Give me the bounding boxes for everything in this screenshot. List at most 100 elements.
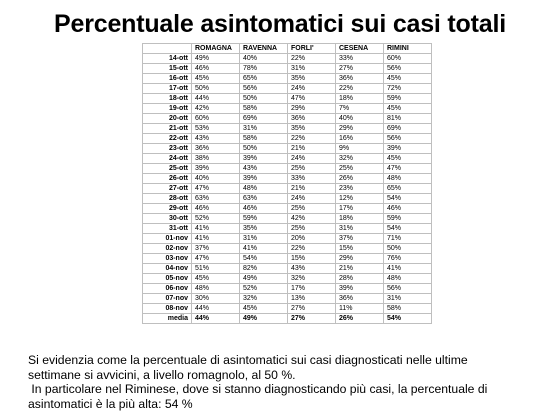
table-row: 21-ott 53% 31% 35% 29% 69%	[142, 123, 432, 134]
value-cell: 20%	[287, 233, 336, 244]
value-cell: 31%	[287, 63, 336, 74]
value-cell: 53%	[191, 123, 240, 134]
value-cell: 31%	[239, 123, 288, 134]
value-cell: 36%	[191, 143, 240, 154]
page-title: Percentuale asintomatici sui casi totali	[54, 10, 506, 38]
table-body: 14-ott 49% 40% 22% 33% 60% 15-ott 46% 78% 31% 27% 5…	[142, 53, 432, 324]
table-row: 17-ott 50% 56% 24% 22% 72%	[142, 83, 432, 94]
value-cell: 42%	[287, 213, 336, 224]
value-cell: 56%	[239, 83, 288, 94]
value-cell: 60%	[383, 53, 432, 64]
average-value-cell: 27%	[287, 313, 336, 324]
value-cell: 25%	[335, 163, 384, 174]
value-cell: 76%	[383, 253, 432, 264]
value-cell: 56%	[383, 283, 432, 294]
value-cell: 42%	[191, 103, 240, 114]
column-header: RIMINI	[383, 43, 432, 54]
value-cell: 48%	[383, 273, 432, 284]
table-row: 27-ott 47% 48% 21% 23% 65%	[142, 183, 432, 194]
date-cell: 31-ott	[142, 223, 192, 234]
value-cell: 78%	[239, 63, 288, 74]
value-cell: 16%	[335, 133, 384, 144]
table-row: 29-ott 46% 46% 25% 17% 46%	[142, 203, 432, 214]
table-row: 22-ott 43% 58% 22% 16% 56%	[142, 133, 432, 144]
value-cell: 29%	[335, 123, 384, 134]
value-cell: 21%	[335, 263, 384, 274]
table-row: 18-ott 44% 50% 47% 18% 59%	[142, 93, 432, 104]
value-cell: 28%	[335, 273, 384, 284]
value-cell: 60%	[191, 113, 240, 124]
value-cell: 54%	[383, 193, 432, 204]
value-cell: 48%	[383, 173, 432, 184]
value-cell: 47%	[383, 163, 432, 174]
value-cell: 54%	[239, 253, 288, 264]
value-cell: 54%	[383, 223, 432, 234]
table-row: 14-ott 49% 40% 22% 33% 60%	[142, 53, 432, 64]
date-cell: 15-ott	[142, 63, 192, 74]
value-cell: 59%	[383, 93, 432, 104]
value-cell: 48%	[239, 183, 288, 194]
value-cell: 45%	[191, 73, 240, 84]
date-cell: 23-ott	[142, 143, 192, 154]
date-cell: 25-ott	[142, 163, 192, 174]
table-row: 28-ott 63% 63% 24% 12% 54%	[142, 193, 432, 204]
value-cell: 52%	[239, 283, 288, 294]
table-row: 15-ott 46% 78% 31% 27% 56%	[142, 63, 432, 74]
value-cell: 26%	[335, 173, 384, 184]
value-cell: 32%	[287, 273, 336, 284]
value-cell: 46%	[239, 203, 288, 214]
value-cell: 47%	[287, 93, 336, 104]
value-cell: 72%	[383, 83, 432, 94]
date-cell: 21-ott	[142, 123, 192, 134]
table-row: 06-nov 48% 52% 17% 39% 56%	[142, 283, 432, 294]
value-cell: 58%	[239, 103, 288, 114]
value-cell: 52%	[191, 213, 240, 224]
value-cell: 29%	[335, 253, 384, 264]
date-cell: 04-nov	[142, 263, 192, 274]
value-cell: 35%	[287, 123, 336, 134]
header-corner-cell	[142, 43, 192, 54]
value-cell: 59%	[239, 213, 288, 224]
value-cell: 71%	[383, 233, 432, 244]
value-cell: 47%	[191, 183, 240, 194]
value-cell: 69%	[383, 123, 432, 134]
value-cell: 69%	[239, 113, 288, 124]
date-cell: 20-ott	[142, 113, 192, 124]
value-cell: 43%	[191, 133, 240, 144]
value-cell: 17%	[335, 203, 384, 214]
date-cell: 08-nov	[142, 303, 192, 314]
date-cell: 27-ott	[142, 183, 192, 194]
value-cell: 43%	[239, 163, 288, 174]
value-cell: 58%	[383, 303, 432, 314]
date-cell: 29-ott	[142, 203, 192, 214]
value-cell: 47%	[191, 253, 240, 264]
value-cell: 35%	[287, 73, 336, 84]
value-cell: 81%	[383, 113, 432, 124]
date-cell: 22-ott	[142, 133, 192, 144]
value-cell: 27%	[335, 63, 384, 74]
value-cell: 31%	[335, 223, 384, 234]
text-line: In particolare nel Riminese, dove si sta…	[28, 382, 488, 396]
table-row: 01-nov 41% 31% 20% 37% 71%	[142, 233, 432, 244]
table-header-row: ROMAGNA RAVENNA FORLI' CESENA RIMINI	[142, 43, 432, 54]
value-cell: 33%	[335, 53, 384, 64]
value-cell: 41%	[383, 263, 432, 274]
date-cell: 19-ott	[142, 103, 192, 114]
value-cell: 25%	[287, 163, 336, 174]
value-cell: 39%	[335, 283, 384, 294]
column-header: FORLI'	[287, 43, 336, 54]
table-row: 24-ott 38% 39% 24% 32% 45%	[142, 153, 432, 164]
value-cell: 39%	[239, 173, 288, 184]
average-label-cell: media	[142, 313, 192, 324]
value-cell: 45%	[191, 273, 240, 284]
table-row: 03-nov 47% 54% 15% 29% 76%	[142, 253, 432, 264]
value-cell: 59%	[383, 213, 432, 224]
column-header: RAVENNA	[239, 43, 288, 54]
value-cell: 48%	[191, 283, 240, 294]
value-cell: 46%	[191, 63, 240, 74]
value-cell: 22%	[287, 133, 336, 144]
value-cell: 51%	[191, 263, 240, 274]
date-cell: 14-ott	[142, 53, 192, 64]
value-cell: 45%	[383, 103, 432, 114]
value-cell: 38%	[191, 153, 240, 164]
